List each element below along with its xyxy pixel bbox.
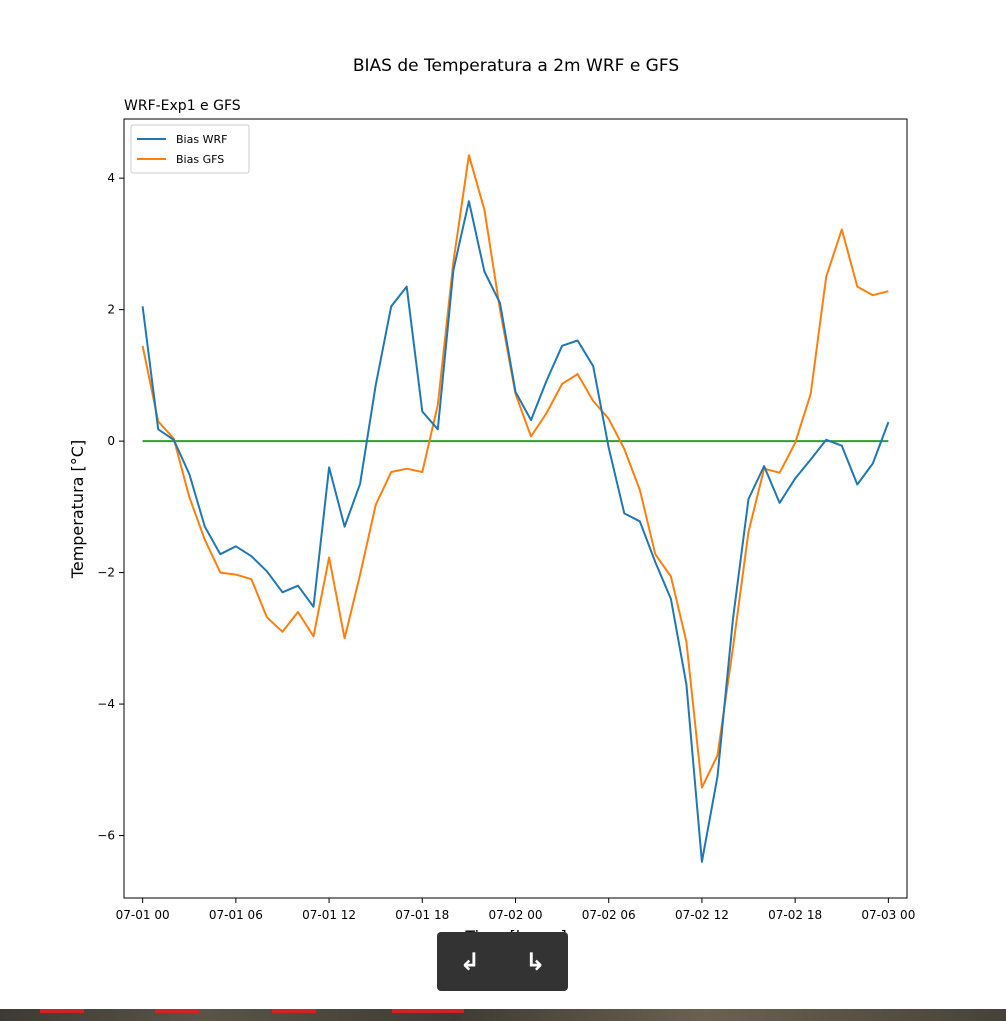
- chart-title: BIAS de Temperatura a 2m WRF e GFS: [353, 56, 679, 76]
- y-tick-label: 0: [107, 434, 115, 448]
- chart-subtitle: WRF-Exp1 e GFS: [124, 98, 241, 114]
- y-tick-label: 2: [107, 303, 115, 317]
- series-line-bias-wrf: [141, 200, 890, 863]
- strip-marker: [272, 1009, 316, 1013]
- y-tick-label: −6: [97, 829, 115, 843]
- y-tick-label: 4: [107, 171, 115, 185]
- back-button[interactable]: ↲: [450, 942, 490, 982]
- x-tick-label: 07-01 06: [209, 908, 263, 922]
- strip-marker: [392, 1009, 464, 1013]
- forward-button[interactable]: ↳: [515, 942, 555, 982]
- y-tick-label: −2: [97, 566, 115, 580]
- series-layer: [141, 154, 890, 863]
- forward-arrow-icon: ↳: [525, 947, 546, 976]
- legend-entry-gfs: Bias GFS: [176, 153, 224, 166]
- x-tick-label: 07-01 12: [302, 908, 356, 922]
- x-axis: 07-01 00 07-01 06 07-01 12 07-01 18 07-02 00…: [116, 898, 915, 922]
- x-tick-label: 07-03 00: [861, 908, 915, 922]
- legend-box: [130, 124, 250, 174]
- back-arrow-icon: ↲: [459, 947, 480, 976]
- x-tick-label: 07-02 12: [675, 908, 729, 922]
- plot-area: [123, 118, 908, 899]
- strip-marker: [40, 1009, 84, 1013]
- navigation-toolbar: ↲ ↳: [437, 932, 568, 991]
- y-axis-label: Temperatura [°C]: [68, 440, 87, 579]
- x-tick-label: 07-02 18: [768, 908, 822, 922]
- x-tick-label: 07-01 00: [116, 908, 170, 922]
- y-tick-label: −4: [97, 697, 115, 711]
- legend: Bias WRF Bias GFS: [130, 124, 250, 174]
- x-tick-label: 07-02 06: [582, 908, 636, 922]
- strip-marker: [155, 1009, 199, 1013]
- background-strip: [0, 1009, 1006, 1021]
- y-axis: 4 2 0 −2 −4 −6: [97, 171, 124, 843]
- legend-entry-wrf: Bias WRF: [176, 133, 227, 146]
- x-tick-label: 07-01 18: [395, 908, 449, 922]
- x-tick-label: 07-02 00: [489, 908, 543, 922]
